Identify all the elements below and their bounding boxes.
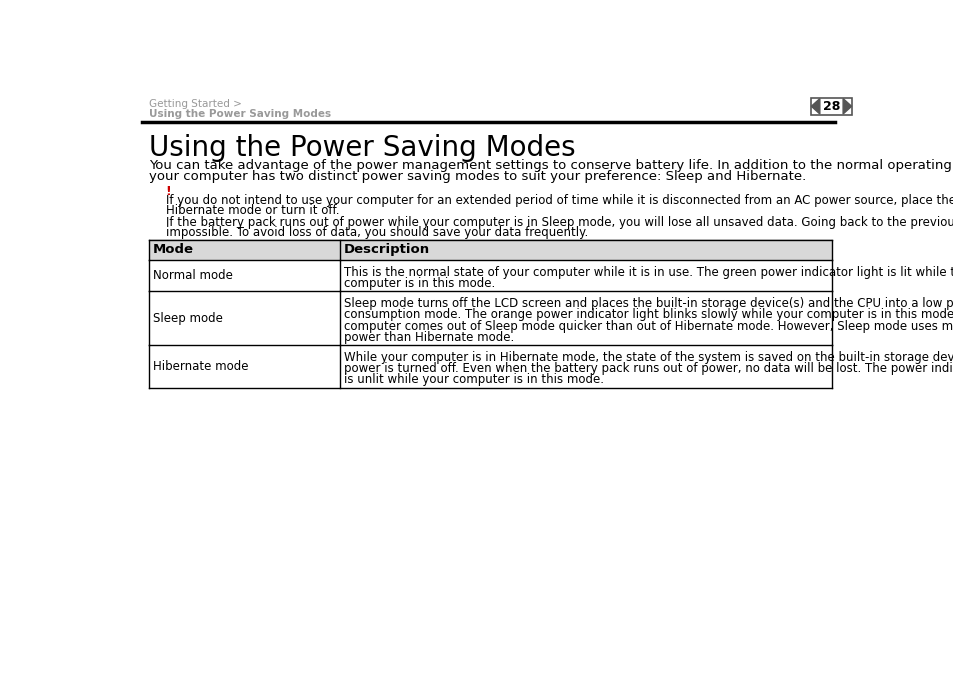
Text: Description: Description: [344, 243, 430, 256]
Text: !: !: [166, 185, 172, 198]
Text: You can take advantage of the power management settings to conserve battery life: You can take advantage of the power mana…: [149, 158, 953, 172]
Text: Getting Started >: Getting Started >: [149, 98, 241, 109]
Text: 28: 28: [821, 100, 840, 113]
Bar: [810, 98, 851, 115]
Text: your computer has two distinct power saving modes to suit your preference: Sleep: your computer has two distinct power sav…: [149, 171, 805, 183]
Text: Sleep mode: Sleep mode: [152, 311, 222, 325]
Text: computer comes out of Sleep mode quicker than out of Hibernate mode. However, Sl: computer comes out of Sleep mode quicker…: [344, 319, 953, 332]
Polygon shape: [810, 98, 819, 114]
Text: Using the Power Saving Modes: Using the Power Saving Modes: [149, 109, 331, 119]
Text: power is turned off. Even when the battery pack runs out of power, no data will : power is turned off. Even when the batte…: [344, 363, 953, 375]
Text: This is the normal state of your computer while it is in use. The green power in: This is the normal state of your compute…: [344, 266, 953, 278]
Text: power than Hibernate mode.: power than Hibernate mode.: [344, 331, 514, 344]
Text: Hibernate mode: Hibernate mode: [152, 360, 248, 373]
Text: While your computer is in Hibernate mode, the state of the system is saved on th: While your computer is in Hibernate mode…: [344, 351, 953, 364]
Text: Normal mode: Normal mode: [152, 269, 233, 282]
Text: Using the Power Saving Modes: Using the Power Saving Modes: [149, 134, 575, 162]
Polygon shape: [842, 98, 851, 114]
Text: impossible. To avoid loss of data, you should save your data frequently.: impossible. To avoid loss of data, you s…: [166, 226, 587, 239]
Text: If the battery pack runs out of power while your computer is in Sleep mode, you : If the battery pack runs out of power wh…: [166, 216, 953, 229]
Text: If you do not intend to use your computer for an extended period of time while i: If you do not intend to use your compute…: [166, 194, 953, 207]
Bar: [149, 239, 831, 259]
Text: computer is in this mode.: computer is in this mode.: [344, 277, 495, 290]
Text: consumption mode. The orange power indicator light blinks slowly while your comp: consumption mode. The orange power indic…: [344, 309, 953, 321]
Text: Mode: Mode: [152, 243, 193, 256]
Text: Sleep mode turns off the LCD screen and places the built-in storage device(s) an: Sleep mode turns off the LCD screen and …: [344, 297, 953, 310]
Text: Hibernate mode or turn it off.: Hibernate mode or turn it off.: [166, 204, 339, 217]
Text: is unlit while your computer is in this mode.: is unlit while your computer is in this …: [344, 373, 603, 386]
